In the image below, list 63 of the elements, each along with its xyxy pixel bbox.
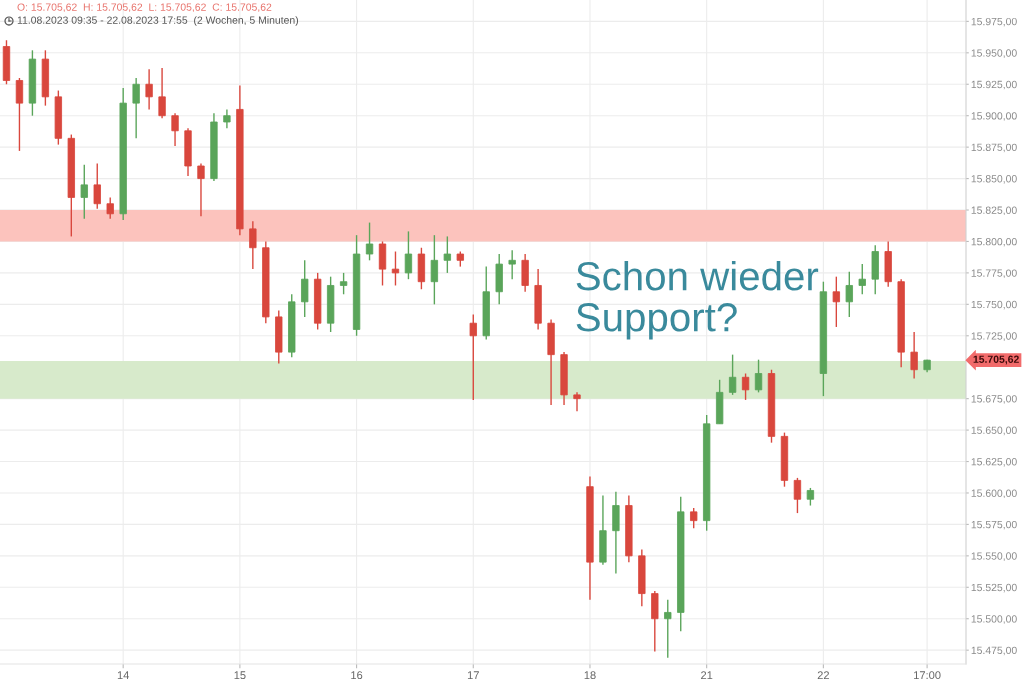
candlestick <box>80 164 88 220</box>
x-tick-label: 22 <box>817 671 829 679</box>
y-tick-label: 15.500,00 <box>971 615 1017 624</box>
candlestick <box>741 372 750 401</box>
candlestick <box>404 230 413 280</box>
candlestick <box>573 391 581 412</box>
candlestick <box>430 234 439 306</box>
candlestick <box>664 599 672 659</box>
y-tick-label: 15.975,00 <box>971 17 1017 27</box>
x-tick-label: 16 <box>351 671 363 680</box>
candlestick <box>249 220 257 270</box>
text: 15.705,62 <box>973 355 1019 365</box>
candlestick <box>845 270 853 318</box>
candlestick <box>197 162 205 217</box>
y-tick-label: 15.650,00 <box>971 426 1017 436</box>
candlestick <box>171 112 179 147</box>
candlestick <box>391 250 400 287</box>
candlestick <box>93 162 101 210</box>
x-tick-label: 17:00 <box>914 671 941 680</box>
candlestick <box>132 77 140 140</box>
candlestick <box>158 67 166 119</box>
y-tick-label: 15.775,00 <box>971 269 1017 278</box>
y-tick-label: 15.625,00 <box>971 458 1017 467</box>
candlestick <box>223 108 231 129</box>
y-tick-label: 15.925,00 <box>971 80 1017 90</box>
y-tick-label: 15.875,00 <box>971 143 1017 153</box>
y-tick-label: 15.750,00 <box>971 300 1017 310</box>
y-tick-label: 15.850,00 <box>971 175 1017 184</box>
y-tick-label: 15.525,00 <box>971 583 1017 593</box>
y-tick-label: 15.950,00 <box>971 49 1017 58</box>
annotation: Schon wieder Support? <box>576 260 819 340</box>
y-tick-label: 15.825,00 <box>971 206 1017 216</box>
x-tick-label: 18 <box>584 671 596 680</box>
candlestick <box>365 221 374 262</box>
candlestick <box>858 263 866 295</box>
y-tick-label: 15.600,00 <box>971 489 1017 499</box>
candlestick <box>728 353 737 396</box>
candlestick <box>443 235 451 274</box>
candlestick <box>832 275 840 328</box>
candlestick <box>469 313 477 401</box>
y-tick-label: 15.675,00 <box>971 395 1017 404</box>
candlestick <box>690 507 698 529</box>
y-tick-label: 15.575,00 <box>971 520 1017 530</box>
y-tick-label: 15.725,00 <box>971 332 1017 341</box>
candlestick <box>508 249 516 280</box>
x-tick-label: 14 <box>117 671 130 679</box>
x-tick-label: 21 <box>701 671 713 679</box>
candlestick <box>754 358 763 394</box>
candlestick <box>145 68 153 111</box>
candlestick <box>339 272 348 295</box>
candlestick <box>106 196 114 220</box>
y-tick-label: 15.800,00 <box>971 237 1017 247</box>
y-tick-label: 15.475,00 <box>971 646 1017 656</box>
candlestick <box>301 259 309 318</box>
x-tick-label: 17 <box>467 671 479 679</box>
candlestick <box>910 331 918 380</box>
chart-title: O: 15.705,62 H: 15.705,62 L: 15.705,62 C: 15.705,62 <box>17 3 272 13</box>
candlestick <box>793 477 802 514</box>
text: 11.08.2023 09:35 - 22.08.2023 17:55 (2 Wochen, 5 Minuten) <box>17 16 299 26</box>
candlestick <box>15 77 24 152</box>
y-tick-label: 15.900,00 <box>971 112 1017 121</box>
x-tick-label: 15 <box>234 671 246 680</box>
y-tick-label: 15.550,00 <box>971 552 1017 561</box>
